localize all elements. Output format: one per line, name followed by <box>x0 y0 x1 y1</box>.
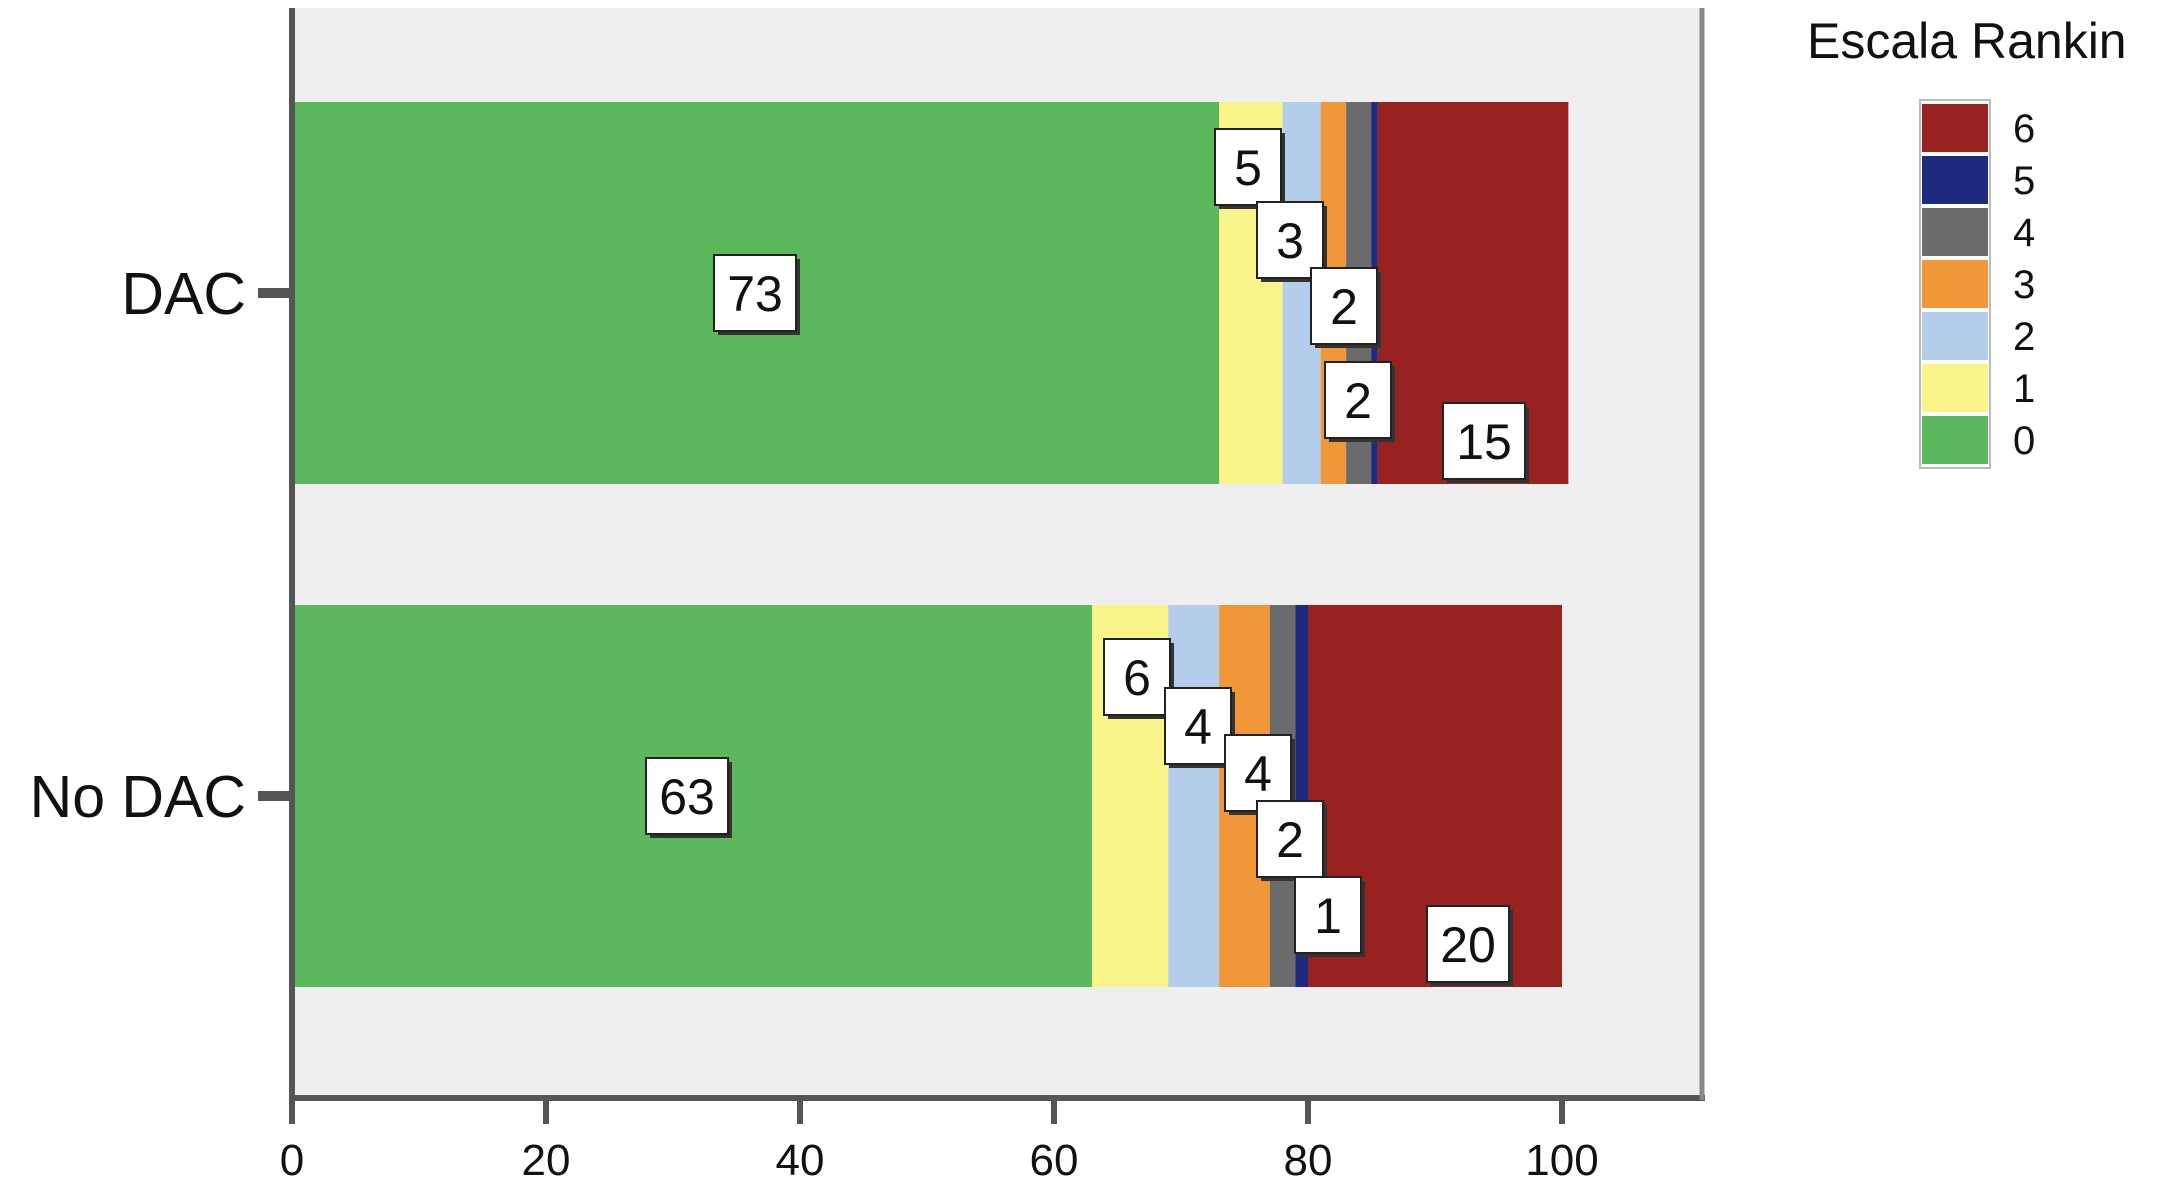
data-label-box <box>1103 638 1171 716</box>
data-label-box <box>1164 687 1232 765</box>
x-tick-label: 40 <box>776 1136 825 1185</box>
legend-swatch-rankin-0 <box>1922 416 1988 464</box>
legend-label-rankin-2: 2 <box>2013 315 2035 359</box>
data-label-text: 3 <box>1276 213 1304 269</box>
legend-label-rankin-6: 6 <box>2013 107 2035 151</box>
data-label-box <box>1442 402 1526 480</box>
data-label-text: 5 <box>1234 140 1262 196</box>
data-label-text: 4 <box>1244 746 1272 802</box>
data-label: 4 <box>1224 734 1295 815</box>
data-label: 1 <box>1294 876 1365 957</box>
data-label: 2 <box>1310 267 1381 348</box>
data-label-box <box>1214 128 1282 206</box>
legend-swatch-rankin-2 <box>1922 312 1988 360</box>
legend-swatch-rankin-3 <box>1922 260 1988 308</box>
legend-swatch-rankin-5 <box>1922 156 1988 204</box>
data-label: 2 <box>1324 361 1395 442</box>
legend-label-rankin-0: 0 <box>2013 419 2035 463</box>
data-label-box <box>1426 905 1510 983</box>
legend-label-rankin-5: 5 <box>2013 159 2035 203</box>
legend-label-rankin-1: 1 <box>2013 367 2035 411</box>
bar-segment-no-dac-rankin-2 <box>1168 605 1220 987</box>
data-label-text: 2 <box>1344 373 1372 429</box>
legend: Escala Rankin 6 5 4 3 2 1 0 <box>1807 13 2127 469</box>
x-tick-label: 20 <box>522 1136 571 1185</box>
data-label-text: 15 <box>1456 414 1512 470</box>
legend-label-rankin-3: 3 <box>2013 263 2035 307</box>
data-label-box <box>713 254 797 332</box>
data-label-text: 2 <box>1330 279 1358 335</box>
data-label: 5 <box>1214 128 1285 209</box>
data-label: 73 <box>713 254 800 335</box>
data-label: 2 <box>1256 800 1327 881</box>
data-label-text: 63 <box>659 769 715 825</box>
legend-title: Escala Rankin <box>1807 13 2127 69</box>
legend-swatch-rankin-6 <box>1922 104 1988 152</box>
data-label: 6 <box>1103 638 1174 719</box>
category-label-dac: DAC <box>121 261 246 327</box>
data-label-box <box>1256 201 1324 279</box>
category-label-no-dac: No DAC <box>30 764 246 830</box>
data-label-box <box>1224 734 1292 812</box>
x-tick-label: 0 <box>280 1136 304 1185</box>
data-label-text: 6 <box>1123 650 1151 706</box>
legend-label-rankin-4: 4 <box>2013 211 2035 255</box>
legend-swatch-rankin-4 <box>1922 208 1988 256</box>
x-tick-label: 80 <box>1284 1136 1333 1185</box>
data-label: 3 <box>1256 201 1327 282</box>
data-label-box <box>645 757 729 835</box>
data-label-box <box>1310 267 1378 345</box>
x-tick-label: 100 <box>1525 1136 1598 1185</box>
data-label-text: 4 <box>1184 699 1212 755</box>
data-label-text: 1 <box>1314 888 1342 944</box>
legend-swatch-rankin-1 <box>1922 364 1988 412</box>
data-label: 15 <box>1442 402 1529 483</box>
data-label: 63 <box>645 757 732 838</box>
data-label-box <box>1324 361 1392 439</box>
axes: 0 20 40 60 80 100 DAC No DAC <box>30 8 1705 1185</box>
data-label-text: 2 <box>1276 812 1304 868</box>
data-label: 20 <box>1426 905 1513 986</box>
data-label-box <box>1256 800 1324 878</box>
data-label-box <box>1294 876 1362 954</box>
x-tick-label: 60 <box>1030 1136 1079 1185</box>
data-label-text: 73 <box>727 266 783 322</box>
data-label-text: 20 <box>1440 917 1496 973</box>
